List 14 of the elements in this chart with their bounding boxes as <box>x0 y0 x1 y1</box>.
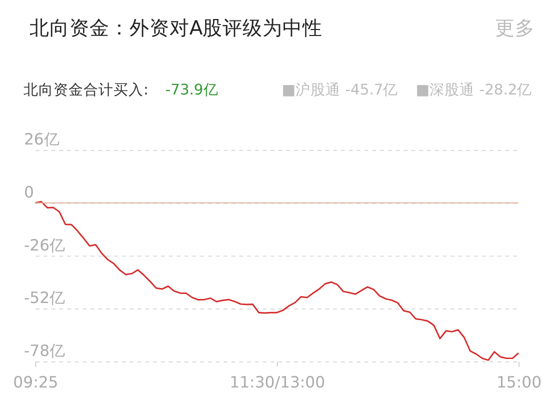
text: ■深股通 -28.2亿 <box>416 81 532 98</box>
y-tick-label: 0 <box>24 182 34 202</box>
text: 更多 <box>495 16 536 40</box>
y-tick-label: 26亿 <box>24 130 60 149</box>
text: -73.9亿 <box>165 81 218 98</box>
y-tick-label: -52亿 <box>24 288 66 308</box>
y-tick-label: -26亿 <box>24 235 66 254</box>
x-tick-label: 15:00 <box>496 372 542 392</box>
y-tick-label: -78亿 <box>24 340 66 360</box>
text: ■沪股通 -45.7亿 <box>282 81 398 98</box>
chart-subtitle: 北向资金合计买入: <box>23 81 148 98</box>
chart-title: 北向资金：外资对A股评级为中性 <box>29 16 323 40</box>
x-tick-label: 09:25 <box>13 372 58 392</box>
x-tick-label: 11:30/13:00 <box>230 372 326 392</box>
